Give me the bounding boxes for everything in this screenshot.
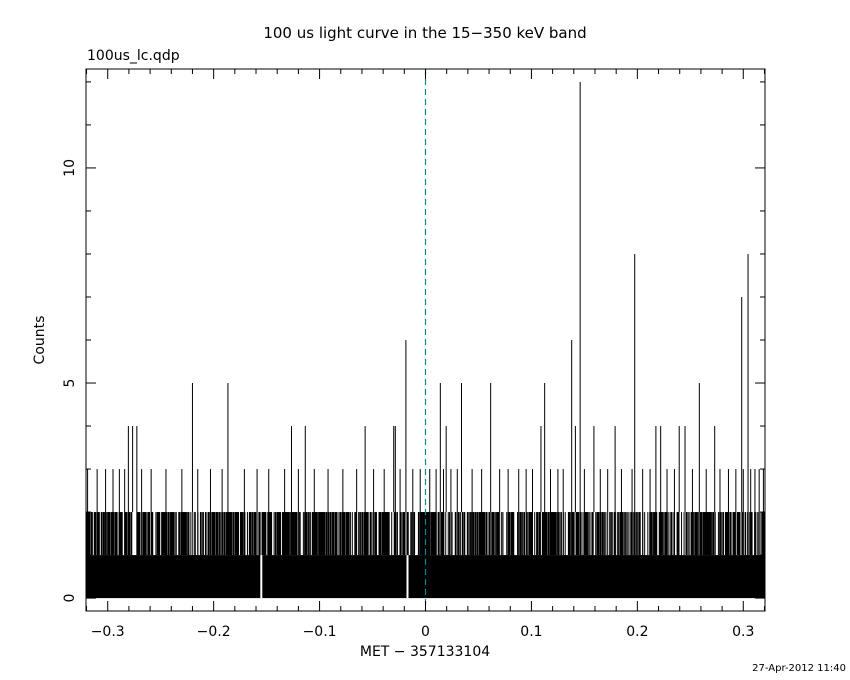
- chart-title: 100 us light curve in the 15−350 keV ban…: [263, 24, 586, 42]
- chart-subtitle: 100us_lc.qdp: [87, 48, 180, 64]
- x-tick-label: 0.2: [626, 624, 648, 640]
- timestamp: 27-Apr-2012 11:40: [752, 663, 846, 674]
- x-tick-label: −0.2: [197, 624, 231, 640]
- y-tick-label: 0: [62, 594, 78, 603]
- y-axis-label: Counts: [32, 316, 48, 365]
- x-axis-label: MET − 357133104: [360, 644, 490, 660]
- x-tick-label: 0.3: [732, 624, 754, 640]
- y-tick-label: 10: [62, 159, 78, 177]
- y-tick-label: 5: [62, 379, 78, 388]
- x-tick-label: −0.3: [91, 624, 125, 640]
- axis-ticks: −0.3 −0.2 −0.1 0 0.1 0.2 0.3 0 5 10: [62, 69, 765, 640]
- x-tick-label: 0: [421, 624, 430, 640]
- x-tick-label: −0.1: [303, 624, 337, 640]
- x-tick-label: 0.1: [520, 624, 542, 640]
